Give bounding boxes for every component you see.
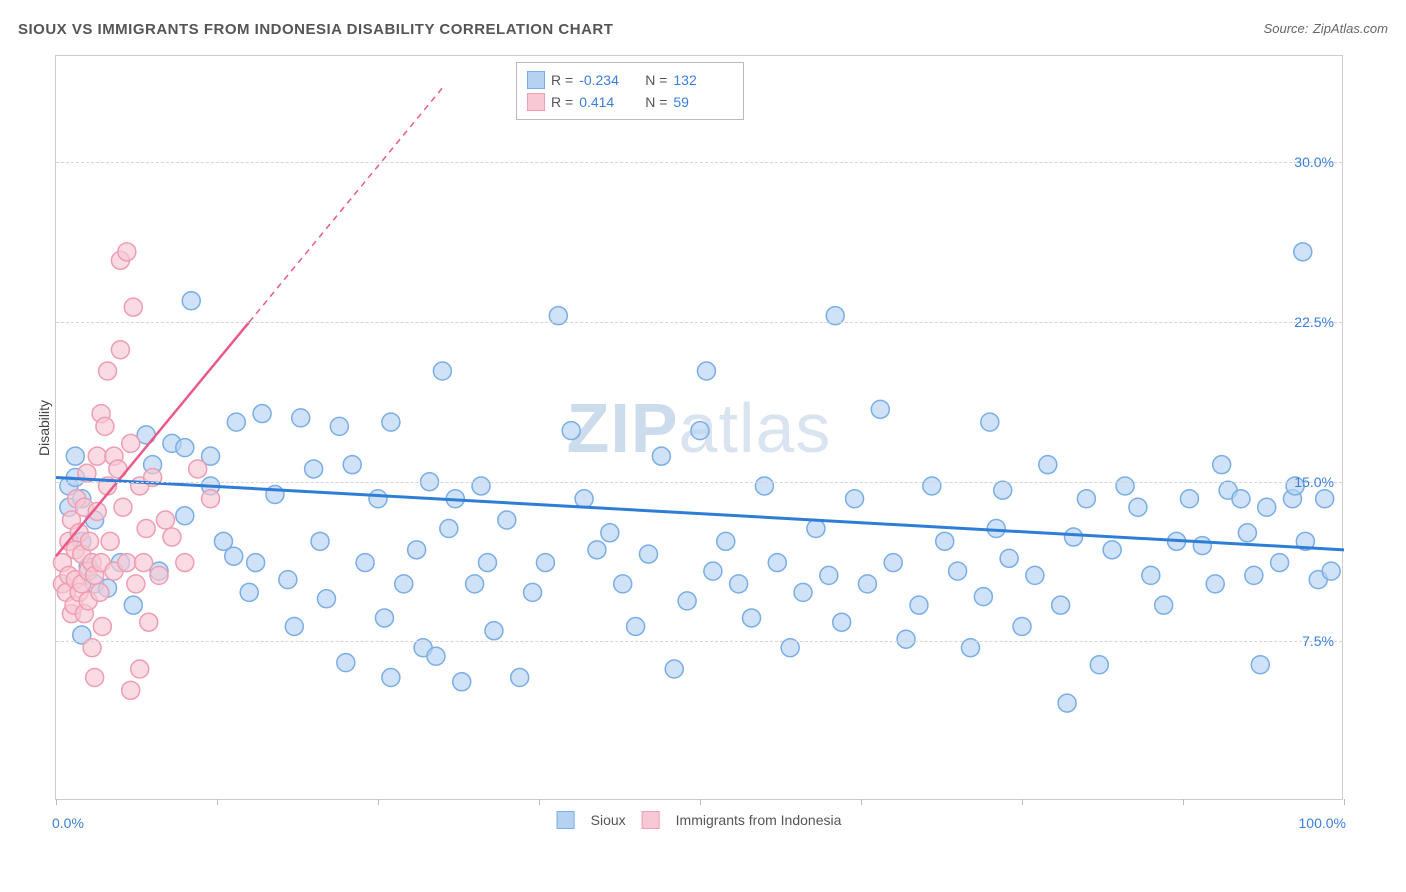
n-label: N = <box>645 91 667 113</box>
r-label: R = <box>551 69 573 91</box>
indonesia-n-value: 59 <box>673 91 733 113</box>
x-max-label: 100.0% <box>1299 815 1346 831</box>
y-tick-label: 15.0% <box>1294 474 1334 490</box>
x-tick <box>700 799 701 805</box>
legend-label-indonesia: Immigrants from Indonesia <box>676 812 842 828</box>
y-axis-label: Disability <box>36 399 52 455</box>
x-tick <box>217 799 218 805</box>
source-label: Source: <box>1264 21 1309 36</box>
sioux-r-value: -0.234 <box>579 69 639 91</box>
x-tick <box>1183 799 1184 805</box>
legend-swatch-sioux <box>557 811 575 829</box>
x-tick <box>539 799 540 805</box>
chart-title: SIOUX VS IMMIGRANTS FROM INDONESIA DISAB… <box>18 21 613 38</box>
legend-row-sioux: R = -0.234 N = 132 <box>527 69 733 91</box>
y-tick-label: 22.5% <box>1294 314 1334 330</box>
n-label: N = <box>645 69 667 91</box>
scatter-plot <box>56 56 1342 799</box>
gridline <box>56 482 1342 483</box>
legend-swatch-indonesia <box>642 811 660 829</box>
gridline <box>56 322 1342 323</box>
r-label: R = <box>551 91 573 113</box>
x-tick <box>1022 799 1023 805</box>
gridline <box>56 641 1342 642</box>
x-tick <box>1344 799 1345 805</box>
x-tick <box>378 799 379 805</box>
x-tick <box>56 799 57 805</box>
chart-area: ZIPatlas R = -0.234 N = 132 R = 0.414 N … <box>55 55 1343 800</box>
x-tick <box>861 799 862 805</box>
gridline <box>56 162 1342 163</box>
indonesia-r-value: 0.414 <box>579 91 639 113</box>
source: Source: ZipAtlas.com <box>1264 20 1388 38</box>
legend-row-indonesia: R = 0.414 N = 59 <box>527 91 733 113</box>
legend-label-sioux: Sioux <box>591 812 626 828</box>
correlation-legend: R = -0.234 N = 132 R = 0.414 N = 59 <box>516 62 744 120</box>
y-tick-label: 30.0% <box>1294 154 1334 170</box>
series-legend: Sioux Immigrants from Indonesia <box>557 811 842 829</box>
legend-swatch-indonesia <box>527 93 545 111</box>
y-tick-label: 7.5% <box>1302 633 1334 649</box>
legend-swatch-sioux <box>527 71 545 89</box>
source-value: ZipAtlas.com <box>1313 21 1388 36</box>
x-min-label: 0.0% <box>52 815 84 831</box>
sioux-n-value: 132 <box>673 69 733 91</box>
